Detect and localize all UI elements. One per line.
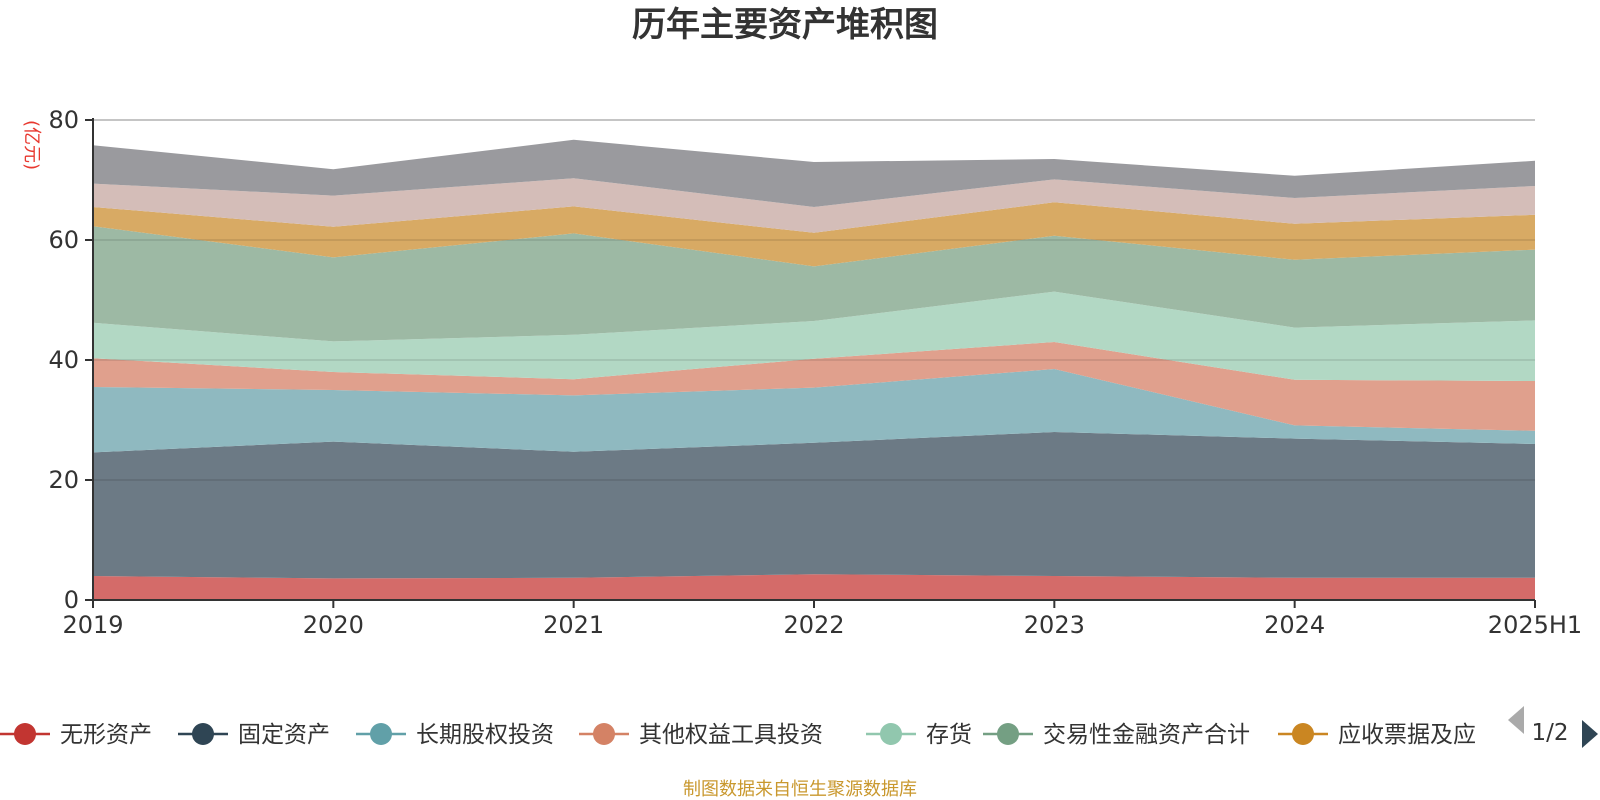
legend-marker-icon bbox=[14, 723, 36, 745]
legend-label: 存货 bbox=[926, 722, 972, 748]
area-series bbox=[93, 119, 1535, 600]
legend-marker-icon bbox=[593, 723, 615, 745]
legend-item[interactable]: 应收票据及应 bbox=[1278, 722, 1476, 748]
y-tick-label: 0 bbox=[64, 586, 79, 614]
legend-label: 固定资产 bbox=[238, 722, 330, 748]
x-tick-label: 2019 bbox=[62, 611, 123, 639]
legend-next-page-icon[interactable] bbox=[1582, 720, 1598, 748]
legend-marker-icon bbox=[880, 723, 902, 745]
legend-marker-icon bbox=[997, 723, 1019, 745]
area-series-1 bbox=[93, 432, 1535, 579]
area-series-3 bbox=[93, 342, 1535, 431]
y-tick-label: 40 bbox=[48, 346, 79, 374]
legend-label: 交易性金融资产合计 bbox=[1043, 722, 1250, 748]
area-series-2 bbox=[93, 369, 1535, 453]
x-tick-label: 2021 bbox=[543, 611, 604, 639]
legend-item[interactable]: 无形资产 bbox=[0, 722, 152, 748]
area-series-8 bbox=[93, 139, 1535, 207]
area-series-0 bbox=[93, 574, 1535, 600]
data-source-footer: 制图数据来自恒生聚源数据库 bbox=[683, 779, 917, 800]
legend-item[interactable]: 交易性金融资产合计 bbox=[983, 722, 1250, 748]
legend-marker-icon bbox=[192, 723, 214, 745]
legend-page-indicator: 1/2 bbox=[1531, 720, 1568, 746]
x-tick-label: 2022 bbox=[783, 611, 844, 639]
legend-item[interactable]: 存货 bbox=[866, 722, 972, 748]
legend-marker-icon bbox=[370, 723, 392, 745]
legend: 无形资产 固定资产 长期股权投资 其他权益工具投资 存货 交易性金融资产合计 应收票据及应 bbox=[0, 722, 1476, 748]
area-series-7 bbox=[93, 178, 1535, 233]
x-tick-label: 2023 bbox=[1024, 611, 1085, 639]
y-axis-unit-label: (亿元) bbox=[21, 120, 42, 170]
x-tick-label: 2020 bbox=[303, 611, 364, 639]
legend-label: 应收票据及应 bbox=[1338, 722, 1476, 748]
legend-label: 长期股权投资 bbox=[416, 722, 554, 748]
legend-label: 无形资产 bbox=[60, 722, 152, 748]
area-series-5 bbox=[93, 226, 1535, 342]
legend-item[interactable]: 固定资产 bbox=[178, 722, 330, 748]
y-tick-label: 80 bbox=[48, 106, 79, 134]
area-series-4 bbox=[93, 291, 1535, 381]
area-series-6 bbox=[93, 202, 1535, 267]
legend-pager: 1/2 bbox=[1508, 706, 1598, 748]
y-tick-label: 20 bbox=[48, 466, 79, 494]
legend-label: 其他权益工具投资 bbox=[639, 722, 823, 748]
legend-prev-page-icon[interactable] bbox=[1508, 706, 1524, 734]
legend-marker-icon bbox=[1292, 723, 1314, 745]
legend-item[interactable]: 其他权益工具投资 bbox=[579, 722, 823, 748]
chart-title: 历年主要资产堆积图 bbox=[632, 5, 938, 45]
x-tick-label: 2025H1 bbox=[1488, 611, 1582, 639]
axes: 0 20 40 60 80 2019 2020 2021 2022 2023 2024 2025H1 bbox=[48, 106, 1582, 639]
x-tick-label: 2024 bbox=[1264, 611, 1325, 639]
legend-item[interactable]: 长期股权投资 bbox=[356, 722, 554, 748]
y-tick-label: 60 bbox=[48, 226, 79, 254]
